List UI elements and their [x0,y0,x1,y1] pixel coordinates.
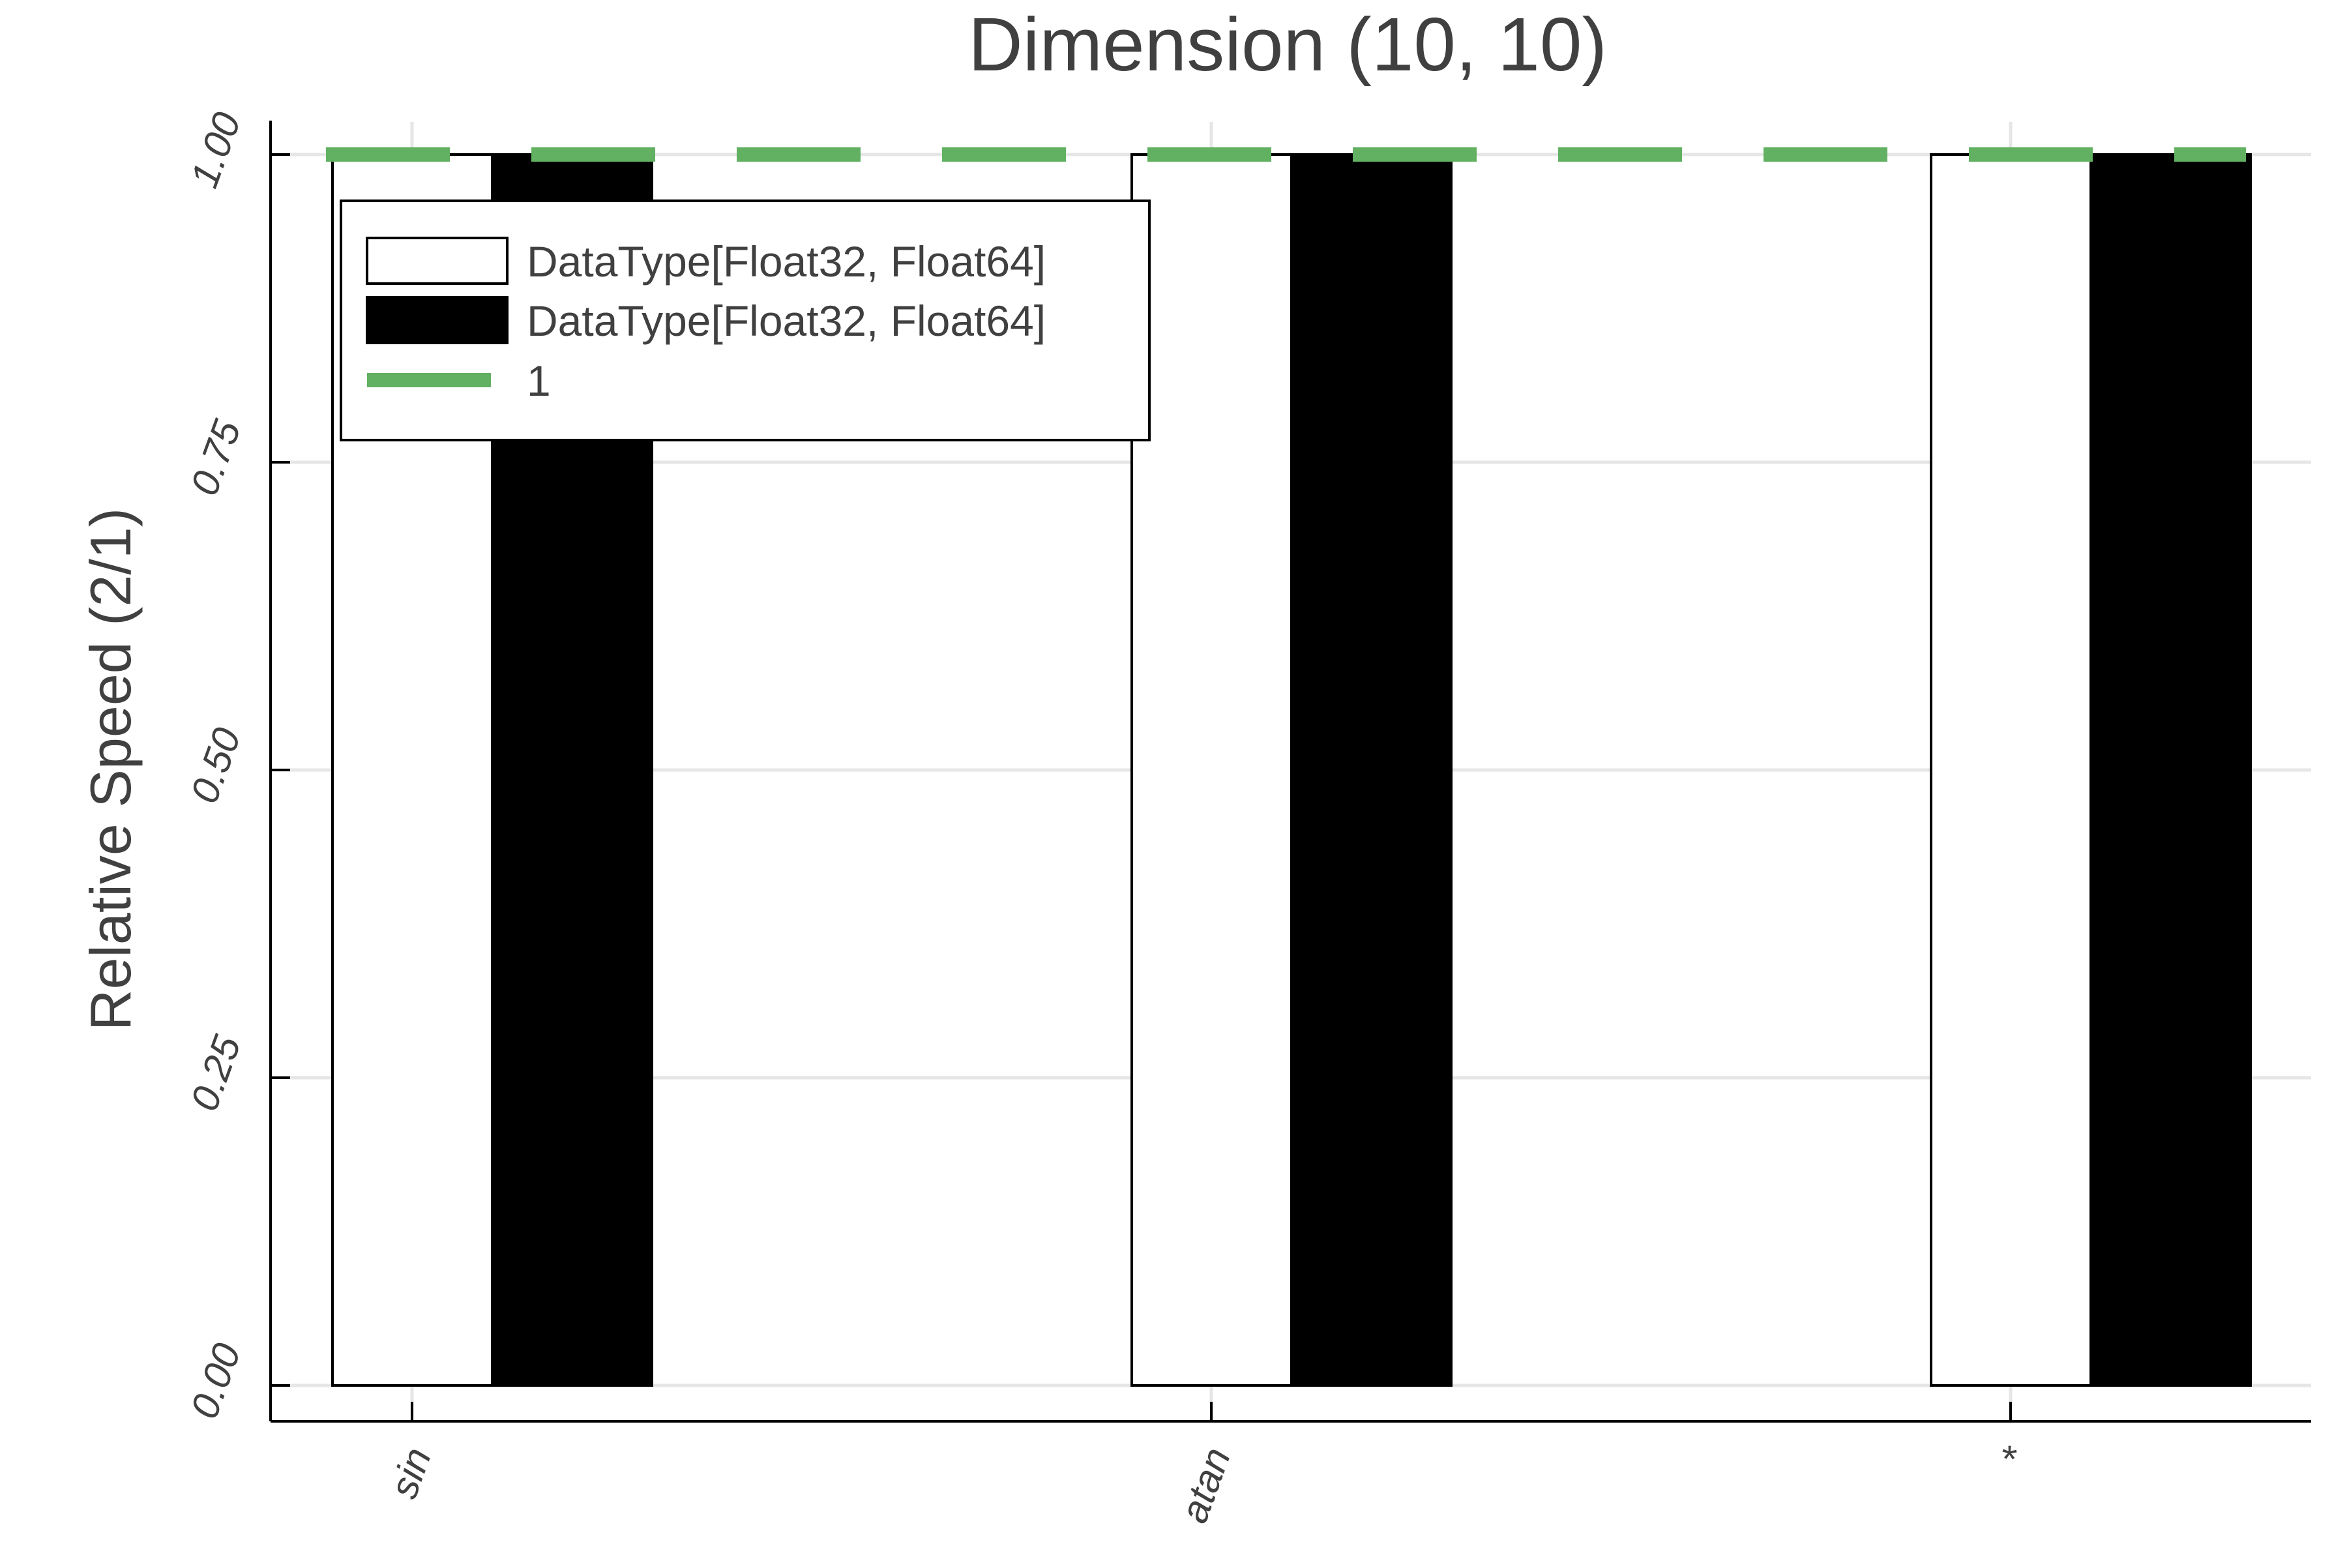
y-axis-label: Relative Speed (2/1) [78,508,143,1031]
y-tick-label: 0.50 [182,722,249,809]
chart-title: Dimension (10, 10) [968,2,1607,87]
x-tick-label: sin [381,1442,439,1504]
y-tick-label: 0.25 [182,1029,249,1116]
y-tick-label: 1.00 [182,107,249,194]
x-tick-label: atan [1172,1442,1239,1529]
legend-swatch-series-2 [366,296,509,344]
legend-label-reference: 1 [527,357,551,405]
x-tick-label: * [1992,1441,2039,1471]
y-tick-label: 0.00 [182,1338,249,1425]
bar-*-series-2 [2089,153,2252,1387]
legend-label-series-1: DataType[Float32, Float64] [527,237,1046,286]
bar-atan-series-1 [1130,153,1293,1387]
legend-swatch-series-1 [366,237,509,285]
bar-*-series-1 [1930,153,2092,1387]
y-tick-label: 0.75 [182,414,249,501]
bar-atan-series-2 [1290,153,1453,1387]
legend-label-series-2: DataType[Float32, Float64] [527,297,1046,345]
